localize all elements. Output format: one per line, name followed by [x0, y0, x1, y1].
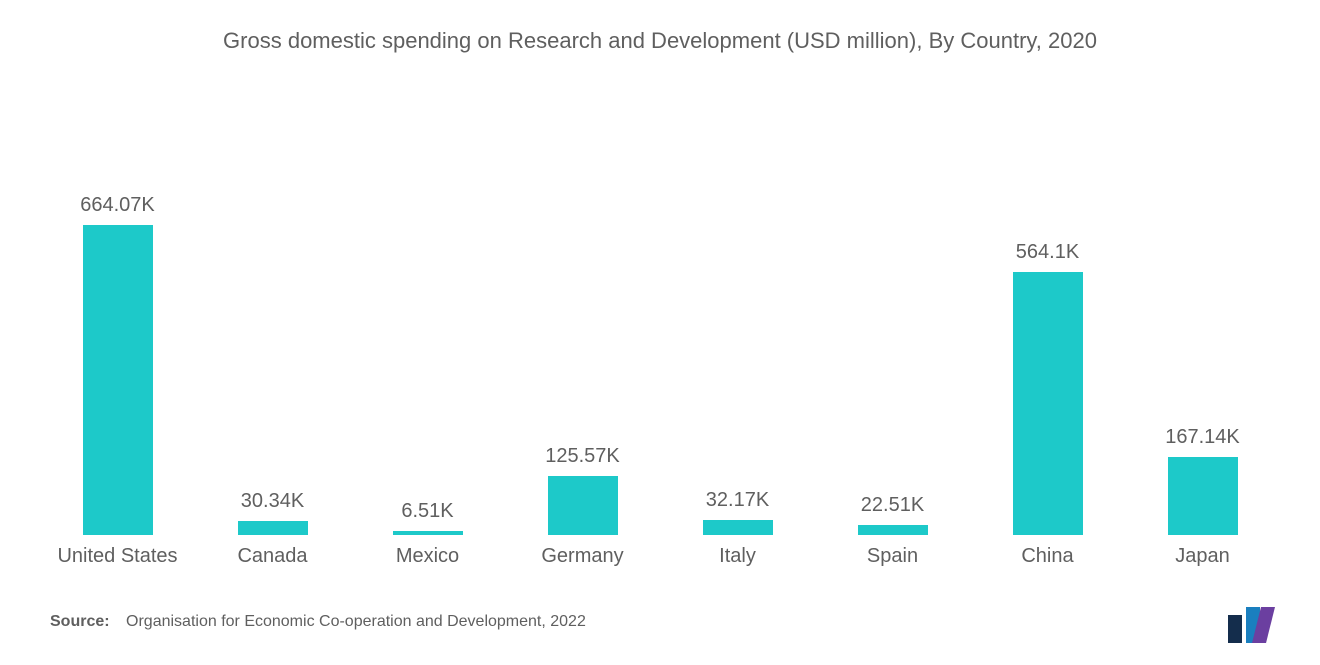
bar-rect: [548, 476, 618, 535]
bar-rect: [83, 225, 153, 535]
bar-category-label: Mexico: [396, 545, 459, 568]
bar-category-label: China: [1021, 545, 1073, 568]
bar-slot: 167.14K Japan: [1125, 426, 1280, 535]
bar-value-label: 22.51K: [861, 494, 924, 517]
bar-category-label: Japan: [1175, 545, 1230, 568]
chart-title: Gross domestic spending on Research and …: [0, 28, 1320, 54]
bar-slot: 22.51K Spain: [815, 494, 970, 536]
bar-slot: 6.51K Mexico: [350, 500, 505, 535]
bar-value-label: 564.1K: [1016, 241, 1079, 264]
logo-bar-1: [1228, 615, 1242, 643]
bar-value-label: 6.51K: [401, 500, 453, 523]
bar-value-label: 32.17K: [706, 489, 769, 512]
bar-category-label: Spain: [867, 545, 918, 568]
bar-rect: [393, 531, 463, 535]
source-label: Source:: [50, 613, 110, 630]
bar-slot: 32.17K Italy: [660, 489, 815, 535]
bar-category-label: Italy: [719, 545, 756, 568]
bar-rect: [703, 520, 773, 535]
bar-rect: [1013, 272, 1083, 535]
bar-category-label: Germany: [541, 545, 623, 568]
bar-rect: [238, 521, 308, 535]
chart-container: Gross domestic spending on Research and …: [0, 0, 1320, 665]
bar-value-label: 125.57K: [545, 445, 620, 468]
bar-slot: 564.1K China: [970, 241, 1125, 535]
source-footer: Source: Organisation for Economic Co-ope…: [50, 613, 586, 631]
bar-category-label: United States: [57, 545, 177, 568]
chart-plot-area: 664.07K United States 30.34K Canada 6.51…: [40, 110, 1280, 535]
bar-value-label: 664.07K: [80, 194, 155, 217]
bar-value-label: 30.34K: [241, 490, 304, 513]
bar-category-label: Canada: [237, 545, 307, 568]
brand-logo-icon: [1226, 603, 1286, 643]
bar-slot: 30.34K Canada: [195, 490, 350, 535]
source-text: Organisation for Economic Co-operation a…: [126, 613, 586, 630]
bar-value-label: 167.14K: [1165, 426, 1240, 449]
bar-slot: 125.57K Germany: [505, 445, 660, 535]
bar-rect: [1168, 457, 1238, 535]
bar-rect: [858, 525, 928, 536]
bar-slot: 664.07K United States: [40, 194, 195, 535]
